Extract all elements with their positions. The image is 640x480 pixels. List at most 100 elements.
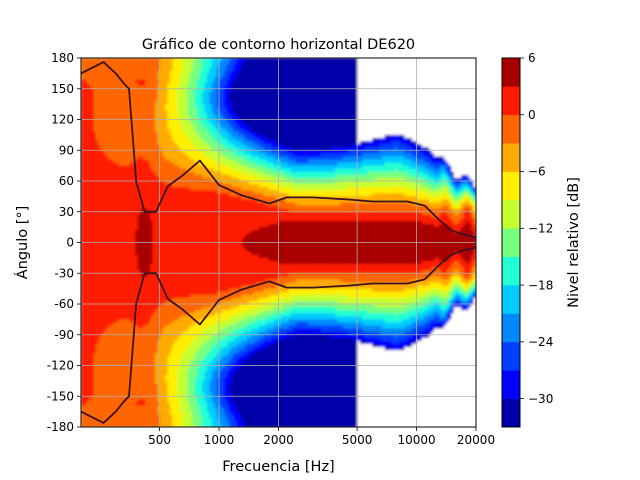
contour-cell <box>142 214 146 219</box>
contour-cell <box>90 313 94 317</box>
contour-cell <box>162 254 166 259</box>
contour-cell <box>160 310 164 314</box>
contour-cell <box>135 423 139 427</box>
contour-cell <box>88 328 92 333</box>
contour-cell <box>83 211 87 216</box>
contour-cell <box>174 168 178 173</box>
contour-cell <box>152 187 156 191</box>
contour-cell <box>100 122 104 127</box>
contour-cell <box>93 193 97 197</box>
contour-cell <box>162 359 166 364</box>
contour-cell <box>152 113 156 118</box>
contour-cell <box>167 276 171 281</box>
contour-cell <box>100 88 104 93</box>
contour-cell <box>115 374 119 379</box>
contour-cell <box>137 390 141 394</box>
contour-cell <box>150 374 154 379</box>
contour-cell <box>157 251 161 256</box>
contour-cell <box>182 147 186 151</box>
contour-cell <box>83 79 87 84</box>
contour-cell <box>125 230 129 234</box>
contour-cell <box>182 202 186 207</box>
contour-cell <box>160 177 164 182</box>
contour-cell <box>135 359 139 364</box>
contour-cell <box>93 414 97 419</box>
contour-cell <box>137 67 141 71</box>
contour-cell <box>113 291 117 296</box>
contour-cell <box>142 365 146 370</box>
contour-cell <box>160 171 164 176</box>
contour-cell <box>147 270 151 274</box>
contour-cell <box>125 233 129 237</box>
contour-cell <box>164 380 169 385</box>
contour-cell <box>100 116 104 121</box>
contour-cell <box>122 88 127 93</box>
contour-cell <box>85 220 90 225</box>
contour-cell <box>98 165 102 170</box>
contour-cell <box>169 371 173 376</box>
contour-cell <box>140 116 144 121</box>
contour-cell <box>152 257 156 262</box>
contour-cell <box>115 254 119 259</box>
contour-cell <box>108 64 112 68</box>
contour-cell <box>135 214 139 219</box>
contour-cell <box>85 67 90 71</box>
contour-cell <box>108 267 112 271</box>
contour-cell <box>110 190 114 194</box>
contour-cell <box>93 248 97 253</box>
contour-cell <box>98 73 102 78</box>
contour-cell <box>118 202 122 207</box>
contour-cell <box>110 316 114 320</box>
contour-cell <box>164 359 169 364</box>
contour-cell <box>95 202 99 207</box>
contour-cell <box>172 365 176 370</box>
contour-cell <box>115 304 119 308</box>
contour-cell <box>152 153 156 157</box>
contour-cell <box>110 187 114 191</box>
contour-cell <box>115 365 119 370</box>
contour-cell <box>147 168 151 173</box>
contour-cell <box>147 107 151 111</box>
contour-cell <box>147 79 151 84</box>
contour-cell <box>105 208 109 213</box>
contour-cell <box>157 270 161 274</box>
contour-cell <box>179 297 183 302</box>
contour-cell <box>177 107 181 111</box>
contour-cell <box>169 64 173 68</box>
contour-cell <box>150 399 154 404</box>
contour-cell <box>95 350 99 354</box>
contour-cell <box>164 270 169 274</box>
contour-cell <box>147 82 151 87</box>
contour-cell <box>157 423 161 427</box>
contour-cell <box>108 79 112 84</box>
contour-cell <box>132 125 136 130</box>
contour-cell <box>172 340 176 345</box>
contour-cell <box>81 297 85 302</box>
contour-cell <box>113 239 117 244</box>
contour-cell <box>98 387 102 391</box>
contour-cell <box>130 297 134 302</box>
contour-cell <box>152 233 156 237</box>
contour-cell <box>108 61 112 65</box>
contour-cell <box>93 162 97 167</box>
contour-cell <box>140 383 144 388</box>
contour-cell <box>155 134 159 139</box>
contour-cell <box>98 371 102 376</box>
contour-cell <box>105 350 109 354</box>
contour-cell <box>115 70 119 74</box>
contour-cell <box>93 147 97 151</box>
contour-cell <box>137 94 141 99</box>
contour-cell <box>169 245 173 250</box>
contour-cell <box>177 104 181 108</box>
contour-cell <box>100 325 104 330</box>
contour-cell <box>88 168 92 173</box>
contour-cell <box>177 405 181 410</box>
contour-cell <box>162 239 166 244</box>
contour-cell <box>90 122 94 127</box>
contour-cell <box>150 211 154 216</box>
contour-cell <box>122 405 127 410</box>
contour-cell <box>157 273 161 277</box>
contour-cell <box>155 380 159 385</box>
contour-cell <box>157 199 161 204</box>
contour-cell <box>115 417 119 422</box>
